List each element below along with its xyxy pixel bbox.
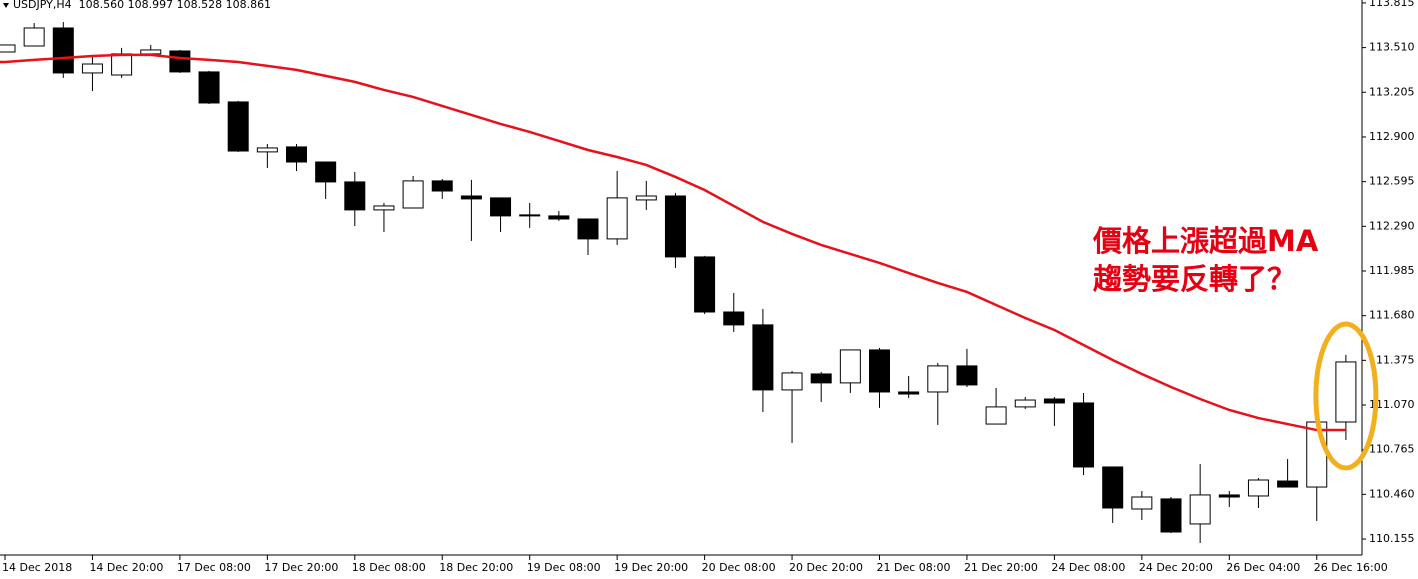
- x-tick-label: 17 Dec 08:00: [177, 561, 251, 574]
- candle-body: [694, 256, 716, 313]
- y-tick-label: 110.765: [1369, 443, 1415, 456]
- candle-body: [140, 49, 162, 55]
- candle-body: [402, 180, 424, 209]
- candle-body: [315, 161, 337, 183]
- x-tick-label: 17 Dec 20:00: [264, 561, 338, 574]
- title-marker: [3, 3, 9, 8]
- candle-body: [373, 205, 395, 211]
- candle-body: [635, 195, 657, 201]
- chart-title: USDJPY,H4 108.560 108.997 108.528 108.86…: [13, 0, 271, 11]
- candle-body: [111, 53, 133, 76]
- x-tick-label: 21 Dec 20:00: [964, 561, 1038, 574]
- candle-body: [752, 324, 774, 391]
- x-tick-label: 19 Dec 20:00: [614, 561, 688, 574]
- candle-body: [839, 349, 861, 384]
- y-tick-label: 110.460: [1369, 487, 1415, 500]
- candle-body: [1189, 494, 1211, 525]
- candle-body: [1131, 496, 1153, 510]
- candle-body: [169, 50, 191, 73]
- highlight-ellipse: [1313, 321, 1379, 471]
- candle-body: [664, 195, 686, 258]
- annotation: 趨勢要反轉了？: [1092, 262, 1296, 296]
- x-tick-label: 24 Dec 20:00: [1139, 561, 1213, 574]
- candle-body: [198, 71, 220, 104]
- candle-body: [460, 195, 482, 200]
- candle-body: [81, 63, 103, 74]
- candle-body: [781, 372, 803, 391]
- candle-body: [1043, 398, 1065, 404]
- x-tick-label: 18 Dec 20:00: [439, 561, 513, 574]
- y-tick-label: 111.070: [1369, 398, 1415, 411]
- candle-body: [548, 215, 570, 220]
- y-tick-label: 113.205: [1369, 85, 1415, 98]
- x-tick-label: 20 Dec 08:00: [702, 561, 776, 574]
- candle-body: [227, 101, 249, 152]
- candle-body: [869, 349, 890, 393]
- x-tick-label: 24 Dec 08:00: [1051, 561, 1125, 574]
- candle-body: [286, 146, 307, 163]
- y-tick-label: 113.815: [1369, 0, 1415, 9]
- x-tick-label: 19 Dec 08:00: [527, 561, 601, 574]
- candle-body: [810, 373, 832, 384]
- x-tick-label: 26 Dec 16:00: [1314, 561, 1388, 574]
- y-tick-label: 112.595: [1369, 175, 1415, 188]
- x-tick-label: 26 Dec 04:00: [1226, 561, 1300, 574]
- y-tick-label: 110.155: [1369, 532, 1415, 545]
- candle-body: [1218, 494, 1240, 498]
- x-tick-label: 14 Dec 20:00: [89, 561, 163, 574]
- y-tick-label: 113.510: [1369, 41, 1415, 54]
- candle-body: [23, 27, 45, 47]
- candle-body: [956, 365, 978, 386]
- candle-body: [927, 365, 949, 393]
- candle-body: [1247, 479, 1269, 497]
- candle-body: [52, 27, 74, 74]
- candle-body: [519, 214, 541, 217]
- candle-body: [1160, 498, 1182, 533]
- x-tick-label: 20 Dec 20:00: [789, 561, 863, 574]
- candle-body: [1102, 466, 1124, 509]
- candle-body: [1277, 480, 1299, 488]
- y-tick-label: 112.900: [1369, 130, 1415, 143]
- candle-body: [1335, 361, 1357, 423]
- candle-body: [1306, 421, 1328, 488]
- candle-body: [256, 147, 278, 153]
- candle-body: [1014, 399, 1036, 408]
- candle-body: [898, 391, 920, 395]
- y-tick-label: 112.290: [1369, 219, 1415, 232]
- candle-body: [0, 44, 16, 53]
- y-tick-label: 111.985: [1369, 264, 1415, 277]
- candle-body: [985, 406, 1007, 425]
- candle-body: [606, 197, 628, 240]
- y-tick-label: 111.375: [1369, 353, 1415, 366]
- annotation: 價格上漲超過MA: [1092, 224, 1319, 258]
- x-tick-label: 18 Dec 08:00: [352, 561, 426, 574]
- y-tick-label: 111.680: [1369, 309, 1415, 322]
- candle-body: [577, 218, 599, 240]
- moving-average: [0, 53, 1346, 432]
- candle-body: [431, 180, 453, 192]
- candle-body: [1073, 402, 1095, 468]
- candle-body: [344, 181, 366, 211]
- x-tick-label: 14 Dec 2018: [2, 561, 72, 574]
- x-tick-label: 21 Dec 08:00: [877, 561, 951, 574]
- candle-body: [723, 311, 745, 326]
- candle-body: [490, 197, 512, 217]
